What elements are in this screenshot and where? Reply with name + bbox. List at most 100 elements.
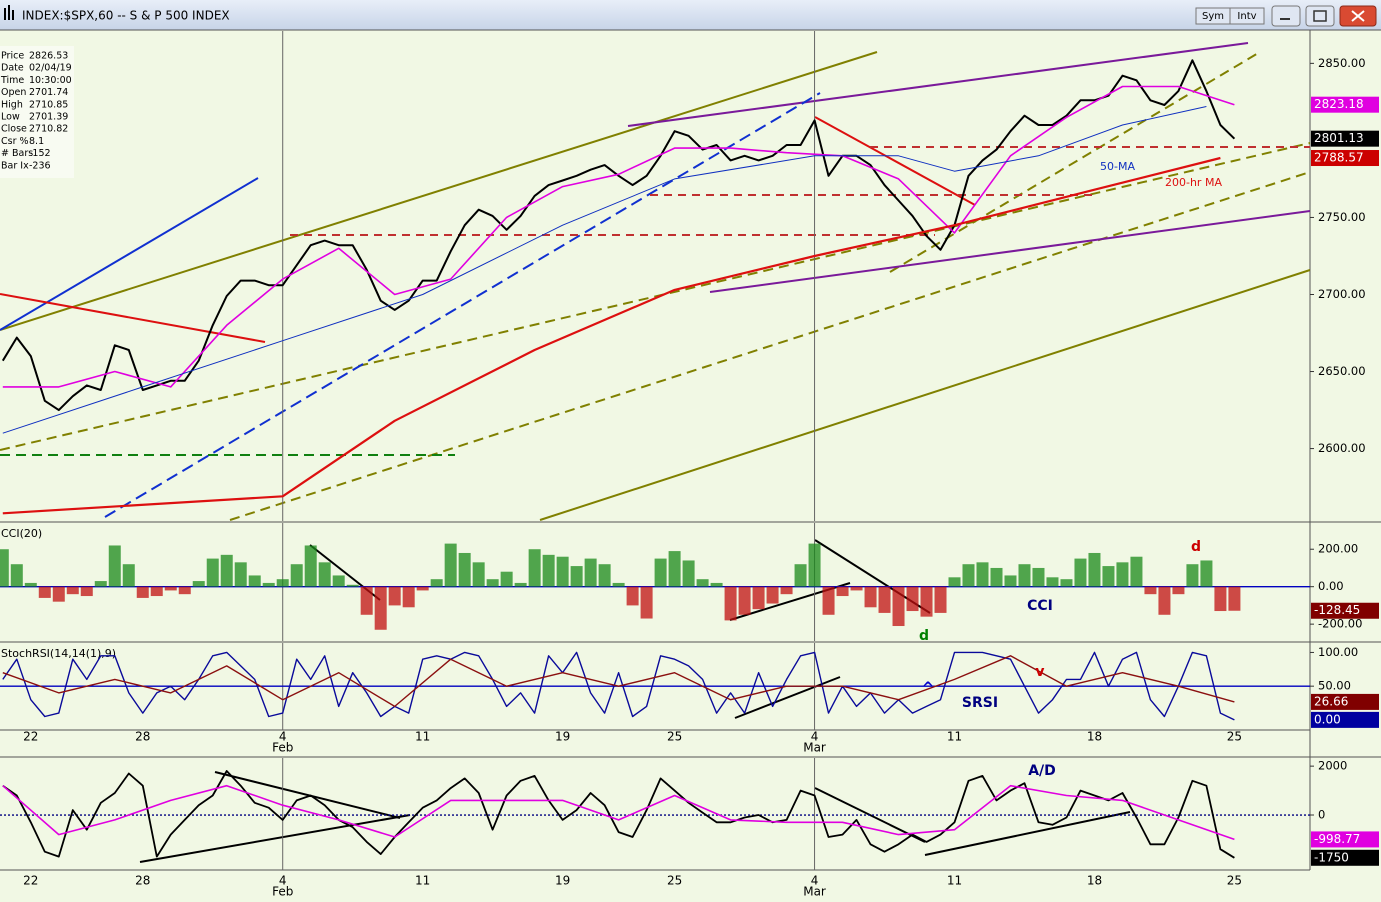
info-value: 10:30:00	[29, 75, 72, 86]
cci-bar	[962, 564, 975, 587]
info-label: Bar Ix	[1, 160, 29, 171]
cci-bar	[1186, 564, 1199, 587]
y-tick-label: 0	[1318, 808, 1325, 822]
series-line	[1, 59, 1236, 412]
x-tick-label: 4	[811, 730, 819, 744]
info-value: 2701.74	[29, 87, 68, 98]
series-line	[2, 655, 1235, 708]
month-label: Mar	[803, 885, 826, 899]
y-tick-label: 2700.00	[1318, 287, 1366, 301]
last-value-box	[1311, 130, 1379, 147]
series-line	[2, 85, 1235, 388]
restore-button[interactable]	[1305, 5, 1335, 27]
x-tick-label: 18	[1087, 730, 1102, 744]
cci-bar	[1200, 560, 1213, 587]
info-label: Open	[1, 87, 26, 98]
cci-bar	[388, 586, 401, 606]
y-tick-label: 100.00	[1318, 645, 1358, 659]
cci-bar	[0, 549, 9, 587]
cci-bar	[150, 586, 163, 597]
last-value-box	[1311, 711, 1379, 728]
x-tick-label: 25	[667, 874, 682, 888]
x-tick-label: 22	[23, 730, 38, 744]
cci-bar	[500, 571, 513, 587]
cci-bar	[570, 566, 583, 587]
info-value: 02/04/19	[29, 63, 72, 74]
last-value-label: 2823.18	[1314, 97, 1364, 111]
info-list: Price 2826.53 Date 02/04/19 Time 10:30:00Open…	[0, 51, 72, 172]
cci-bar	[1046, 577, 1059, 587]
cci-bar	[822, 586, 835, 615]
annotation: SRSI	[962, 695, 998, 711]
cci-bar	[1004, 575, 1017, 587]
cci-bar	[724, 586, 737, 621]
restore-icon	[1313, 10, 1327, 22]
cci-bar	[794, 564, 807, 587]
last-value-label: 26.66	[1314, 694, 1348, 708]
cci-bar	[864, 586, 877, 608]
cci-bar	[458, 552, 471, 587]
cci-bar	[346, 584, 359, 587]
x-tick-label: 25	[667, 730, 682, 744]
cci-bar	[206, 558, 219, 587]
x-tick-label: 19	[555, 730, 570, 744]
x-tick-label: 4	[279, 730, 287, 744]
cci-bar	[1172, 586, 1185, 595]
last-value-label: -128.45	[1314, 603, 1360, 617]
cci-bar	[108, 545, 121, 587]
cci-bar	[654, 558, 667, 587]
annotation: d	[919, 628, 929, 644]
x-tick-label: 28	[135, 874, 150, 888]
intv-button[interactable]	[1229, 7, 1265, 25]
cci-bar	[136, 586, 149, 598]
info-label: Csr %	[1, 136, 29, 147]
panel-title: StochRSI(14,14(1),9)	[1, 647, 116, 660]
x-tick-label: 11	[415, 874, 430, 888]
cci-bar	[374, 586, 387, 630]
cci-bar	[1158, 586, 1171, 615]
cci-bar	[1088, 552, 1101, 587]
last-value-box	[1311, 96, 1379, 113]
cci-bar	[430, 579, 443, 587]
cci-bar	[752, 586, 765, 610]
x-tick-label: 11	[947, 730, 962, 744]
cci-bar	[248, 575, 261, 587]
x-tick-label: 11	[415, 730, 430, 744]
cci-bar	[696, 579, 709, 587]
cci-bar	[234, 562, 247, 587]
info-value: 8.1	[29, 136, 44, 147]
cci-bar	[178, 586, 191, 595]
intv-button-label[interactable]: Intv	[1237, 11, 1256, 22]
info-label: Close	[1, 124, 27, 135]
last-value-label: 0.00	[1314, 712, 1341, 726]
info-panel	[0, 46, 74, 178]
minimize-button[interactable]	[1271, 5, 1301, 27]
cci-bar	[626, 586, 639, 606]
cci-bar	[682, 560, 695, 587]
cci-bar	[850, 586, 863, 591]
cci-bar	[990, 567, 1003, 587]
cci-bar	[1144, 586, 1157, 595]
series-label: 200-hr MA	[1165, 176, 1222, 189]
x-tick-label: 22	[23, 874, 38, 888]
last-value-box	[1311, 831, 1379, 848]
series-line	[2, 156, 1221, 515]
series-label: 50-MA	[1100, 160, 1135, 173]
sym-button-label[interactable]: Sym	[1202, 11, 1224, 22]
cci-bar	[66, 586, 79, 595]
cci-bar	[584, 558, 597, 587]
cci-bar	[906, 586, 919, 612]
info-label: Low	[1, 112, 20, 123]
cci-bar	[360, 586, 373, 615]
cci-bar	[486, 579, 499, 587]
y-tick-label: 0.00	[1318, 579, 1344, 593]
x-tick-label: 25	[1227, 874, 1242, 888]
cci-bar	[710, 582, 723, 587]
cci-bar	[976, 562, 989, 587]
last-value-label: -1750	[1314, 850, 1349, 864]
month-label: Mar	[803, 741, 826, 755]
cci-bar	[332, 575, 345, 587]
y-tick-label: 2600.00	[1318, 441, 1366, 455]
cci-bar	[920, 586, 933, 617]
